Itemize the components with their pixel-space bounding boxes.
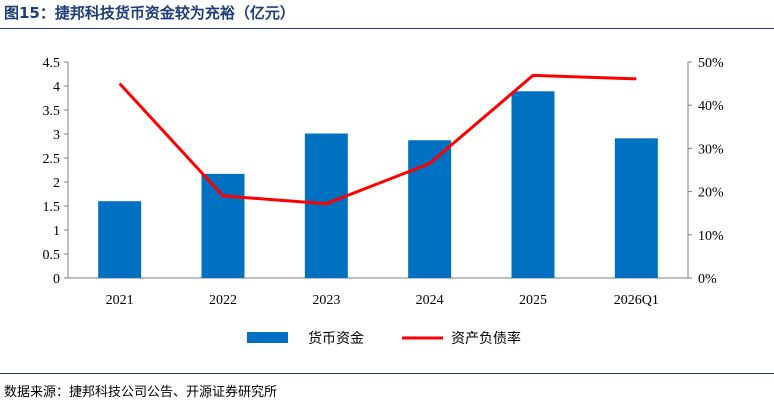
y-left-tick-label: 1.5 bbox=[43, 200, 61, 215]
chart-title: 图15：捷邦科技货币资金较为充裕（亿元） bbox=[4, 4, 295, 22]
combo-chart: 0 0.5 1 1.5 2 2.5 3 3.5 4 4.5 0% 10% 20% 30% 40% 50% 202… bbox=[43, 56, 725, 347]
y-right-tick-label: 0% bbox=[698, 272, 717, 287]
y-left-tick-label: 3.5 bbox=[43, 104, 61, 119]
bar-cash bbox=[98, 201, 142, 278]
y-left-tick-label: 4.5 bbox=[43, 56, 61, 71]
legend-label-line: 资产负债率 bbox=[451, 330, 521, 347]
data-source-note: 数据来源：捷邦科技公司公告、开源证券研究所 bbox=[4, 385, 278, 400]
y-right-tick-label: 30% bbox=[698, 142, 724, 157]
y-right-tick-label: 10% bbox=[698, 229, 724, 244]
x-tick-label: 2024 bbox=[416, 293, 444, 308]
y-right-tick-label: 40% bbox=[698, 99, 724, 114]
x-tick-label: 2023 bbox=[312, 293, 340, 308]
x-tick-label: 2021 bbox=[106, 293, 134, 308]
y-left-tick-label: 1 bbox=[53, 224, 60, 239]
y-left-tick-label: 0.5 bbox=[43, 248, 61, 263]
line-debt-ratio bbox=[118, 73, 637, 206]
bar-cash bbox=[614, 138, 658, 278]
x-tick-label: 2026Q1 bbox=[614, 293, 659, 308]
y-left-tick-label: 3 bbox=[53, 128, 60, 143]
bar-cash bbox=[304, 133, 348, 278]
bar-cash bbox=[511, 91, 555, 278]
title-divider bbox=[0, 28, 774, 29]
bar-cash bbox=[408, 140, 452, 278]
y-right-tick-label: 20% bbox=[698, 186, 724, 201]
y-right-tick-label: 50% bbox=[698, 56, 724, 71]
legend-label-bar: 货币资金 bbox=[308, 330, 364, 347]
y-left-tick-label: 2.5 bbox=[43, 152, 61, 167]
y-left-tick-label: 4 bbox=[53, 80, 60, 95]
x-tick-label: 2025 bbox=[519, 293, 547, 308]
legend-swatch-bar bbox=[247, 332, 288, 343]
y-left-tick-label: 0 bbox=[53, 272, 60, 287]
source-divider bbox=[0, 373, 774, 374]
y-left-tick-label: 2 bbox=[53, 176, 60, 191]
x-tick-label: 2022 bbox=[209, 293, 237, 308]
bar-cash bbox=[201, 173, 245, 278]
